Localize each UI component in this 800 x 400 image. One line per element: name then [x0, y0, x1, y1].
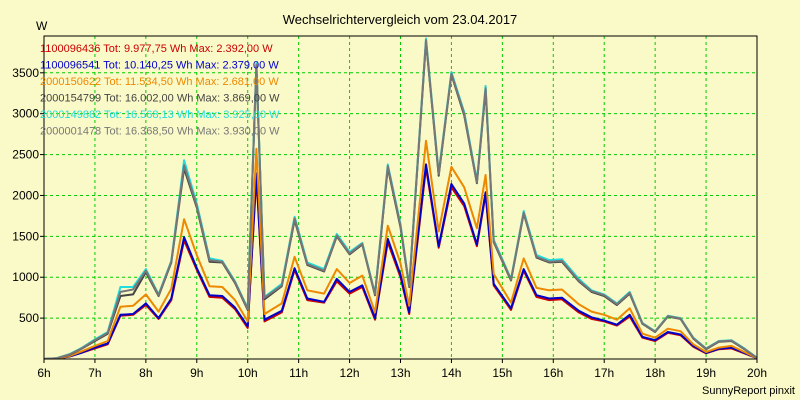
y-axis-label: W [36, 19, 48, 33]
x-tick-label: 14h [441, 366, 461, 380]
legend-entry-1100096541: 1100096541 Tot: 10.140,25 Wh Max: 2.379,… [40, 60, 279, 72]
y-tick-label: 2000 [12, 188, 39, 202]
x-tick-label: 17h [594, 366, 614, 380]
x-tick-label: 6h [37, 366, 50, 380]
x-tick-label: 18h [645, 366, 665, 380]
legend-entry-2000150622: 2000150622 Tot: 11.534,50 Wh Max: 2.681,… [40, 76, 279, 88]
axes: 500 1000 1500 2000 2500 3000 3500 6h 7h 8h 9h 10h 11… [12, 35, 767, 380]
chart-title: Wechselrichtervergleich vom 23.04.2017 [283, 12, 518, 27]
x-tick-label: 20h [747, 366, 767, 380]
x-tick-label: 12h [340, 366, 360, 380]
y-tick-label: 1500 [12, 229, 39, 243]
x-tick-label: 15h [492, 366, 512, 380]
x-tick-label: 8h [139, 366, 152, 380]
x-tick-label: 16h [543, 366, 563, 380]
x-tick-label: 10h [238, 366, 258, 380]
x-tick-label: 7h [88, 366, 101, 380]
legend-entry-2000154799: 2000154799 Tot: 16.002,00 Wh Max: 3.869,… [40, 93, 280, 105]
x-tick-label: 9h [190, 366, 203, 380]
series-line-2000001478 [44, 39, 757, 359]
legend: 1100096436 Tot: 9.977,75 Wh Max: 2.392,0… [40, 43, 280, 138]
series-line-1100096541 [44, 163, 757, 359]
x-tick-label: 11h [289, 366, 308, 380]
y-tick-label: 3000 [12, 107, 39, 121]
legend-entry-2000149882: 2000149882 Tot: 16.568,13 Wh Max: 3.925,… [40, 109, 280, 121]
x-tick-label: 13h [390, 366, 410, 380]
y-tick-label: 3500 [12, 66, 39, 80]
x-tick-label: 19h [696, 366, 716, 380]
y-tick-label: 500 [19, 311, 39, 325]
series-lines [44, 37, 757, 359]
legend-entry-1100096436: 1100096436 Tot: 9.977,75 Wh Max: 2.392,0… [40, 43, 273, 55]
credit-text: SunnyReport pinxit [702, 385, 795, 397]
series-line-2000150622 [44, 139, 757, 359]
y-tick-label: 1000 [12, 270, 39, 284]
y-tick-label: 2500 [12, 148, 39, 162]
legend-entry-2000001478: 2000001478 Tot: 16.368,50 Wh Max: 3.930,… [40, 126, 280, 138]
